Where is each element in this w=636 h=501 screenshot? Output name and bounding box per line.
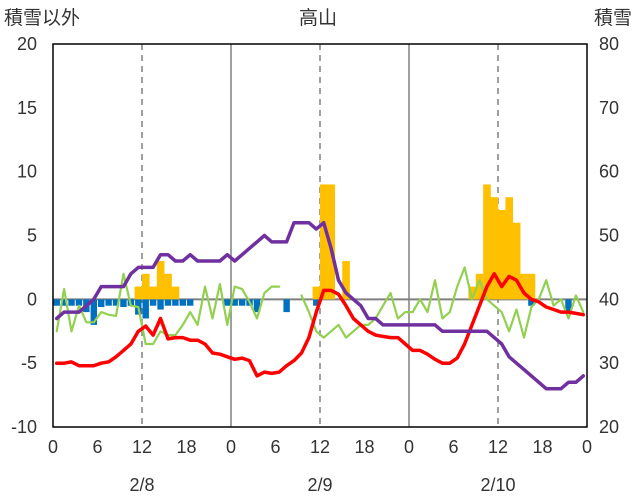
negative-bar [164,299,172,306]
x-tick-label: 6 [448,437,458,457]
x-tick-label: 18 [354,437,374,457]
negative-bar [90,299,97,325]
snowfall-bar [156,261,165,300]
x-tick-label: 12 [132,437,152,457]
x-tick-label: 12 [310,437,330,457]
snowfall-bar [520,273,528,300]
negative-bar [75,299,83,306]
temperature-line [54,272,586,378]
right-axis-title: 積雪 [594,7,632,29]
negative-bar [172,299,179,306]
left-y-tick-label: 10 [17,162,37,182]
date-label: 2/8 [129,475,154,495]
snowfall-bar [327,184,336,300]
right-y-tick-label: 70 [599,98,619,118]
negative-bar [98,299,105,307]
negative-bar [53,299,60,306]
plot-frame [52,43,588,428]
x-tick-label: 6 [92,437,102,457]
left-y-tick-label: 15 [17,98,37,118]
snowfall-bar [490,197,499,300]
x-tick-label: 0 [226,437,236,457]
x-tick-label: 18 [532,437,552,457]
negative-bar [283,299,290,313]
snowfall-bar [171,286,180,300]
snowfall-bar [527,273,536,300]
right-y-ticks: 20 30 40 50 60 70 80 [599,34,619,437]
negative-bar [112,299,120,306]
negative-bar [187,299,194,306]
negative-bar [313,299,320,306]
negative-bar [60,299,68,306]
negative-bar [142,299,149,319]
left-y-ticks: -10 -5 0 5 10 15 20 [11,34,37,437]
right-y-tick-label: 60 [599,162,619,182]
snowfall-bars [134,184,536,300]
snowfall-bar [134,286,143,300]
negative-bar [179,299,186,306]
left-y-tick-label: 5 [27,226,37,246]
snowfall-bar [512,222,521,300]
snowfall-bar [142,273,150,300]
snowfall-bar [475,273,484,300]
negative-bar [231,299,238,306]
x-tick-label: 0 [582,437,592,457]
snowfall-bar [498,209,506,300]
negative-bar [238,299,246,306]
negative-bar [253,299,261,313]
x-tick-label: 0 [48,437,58,457]
snow-depth-line [54,220,586,391]
snowfall-bar [468,286,476,300]
date-label: 2/10 [480,475,515,495]
snowfall-bar [505,197,514,300]
x-ticks: 0 6 12 18 0 6 12 18 0 6 12 18 0 [48,437,592,457]
right-y-tick-label: 20 [599,417,619,437]
negative-bar [149,299,157,306]
negative-bar [68,299,75,306]
snowfall-bar [164,273,172,300]
left-y-tick-label: 20 [17,34,37,54]
right-y-tick-label: 80 [599,34,619,54]
negative-bar [120,299,127,307]
negative-bar [105,299,112,306]
snowfall-bar [320,184,328,300]
left-axis-title: 積雪以外 [4,7,80,29]
snowfall-bar [149,286,158,300]
x-tick-label: 12 [488,437,508,457]
series-lines [54,220,586,391]
x-tick-label: 18 [176,437,196,457]
left-y-tick-label: -10 [11,417,37,437]
negative-bar [565,299,572,313]
negative-bar [528,299,535,306]
right-y-tick-label: 40 [599,289,619,309]
right-y-tick-label: 50 [599,226,619,246]
date-labels: 2/8 2/9 2/10 [129,475,515,495]
right-y-tick-label: 30 [599,353,619,373]
plot-border [52,43,588,428]
left-y-tick-label: -5 [21,353,37,373]
left-y-tick-label: 0 [27,289,37,309]
snowfall-bar [483,184,491,300]
negative-bar [157,299,164,310]
snowfall-bar [342,261,350,300]
chart-title: 高山 [299,7,337,29]
snowfall-bar [312,286,321,300]
x-tick-label: 6 [270,437,280,457]
date-label: 2/9 [307,475,332,495]
x-tick-label: 0 [404,437,414,457]
negative-bar [224,299,231,306]
